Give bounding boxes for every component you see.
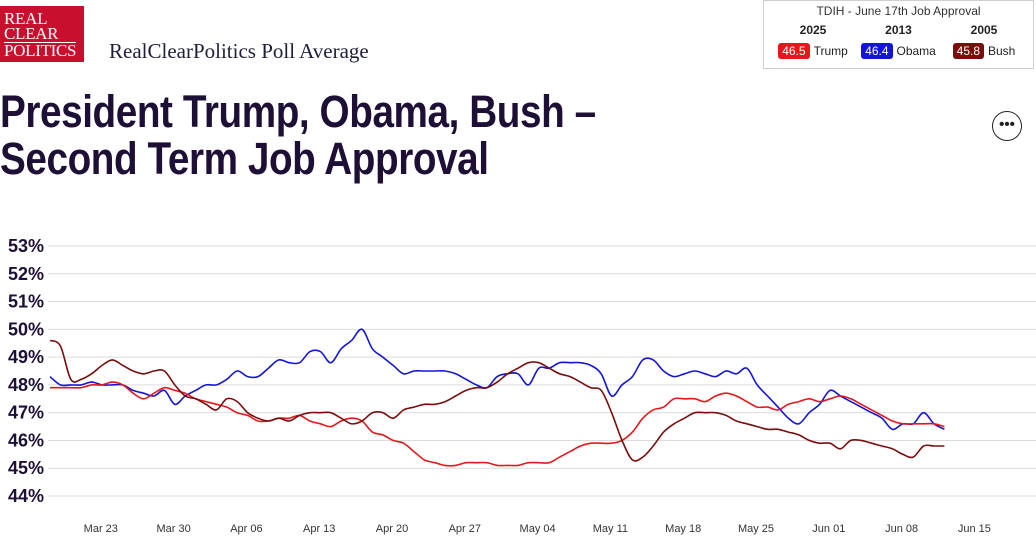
- y-tick-label: 46%: [8, 430, 44, 450]
- series-line-bush[interactable]: [49, 339, 945, 462]
- x-tick-label: Jun 15: [958, 523, 991, 535]
- x-tick-label: May 25: [738, 523, 774, 535]
- x-tick-label: May 18: [665, 523, 701, 535]
- tdih-entry: 46.5 Trump: [772, 43, 854, 59]
- tdih-title: TDIH - June 17th Job Approval: [816, 4, 981, 18]
- tdih-year: 2005: [970, 23, 998, 37]
- x-tick-label: Mar 23: [84, 523, 118, 535]
- tdih-value-badge: 46.5: [778, 43, 810, 59]
- x-tick-label: Apr 27: [449, 523, 481, 535]
- brand-title: RealClearPolitics Poll Average: [109, 39, 369, 63]
- x-tick-label: May 04: [520, 523, 556, 535]
- tdih-entry: 45.8 Bush: [943, 43, 1025, 59]
- x-tick-label: Apr 06: [230, 523, 262, 535]
- x-tick-label: Apr 13: [303, 523, 335, 535]
- logo-line-2: CLEAR: [4, 24, 59, 43]
- tdih-column-trump: 2025 46.5 Trump: [772, 23, 854, 59]
- chart-gridlines: [48, 245, 1036, 497]
- approval-line-chart: 53%52%51%50%49%48%47%46%45%44% Mar 23 Mar…: [8, 236, 1036, 535]
- y-tick-label: 52%: [8, 264, 44, 284]
- y-tick-label: 44%: [8, 486, 44, 506]
- tdih-columns: 2025 46.5 Trump 2013 46.4 Obama 2005 45.…: [764, 23, 1033, 59]
- chart-series: [49, 328, 945, 467]
- tdih-name: Obama: [896, 44, 936, 58]
- tdih-column-obama: 2013 46.4 Obama: [858, 23, 940, 59]
- y-tick-label: 47%: [8, 403, 44, 423]
- tdih-name: Trump: [813, 44, 848, 58]
- y-tick-label: 49%: [8, 347, 44, 367]
- tdih-year: 2013: [885, 23, 912, 37]
- y-tick-label: 51%: [8, 292, 44, 312]
- x-tick-label: May 11: [593, 523, 628, 535]
- tdih-value-badge: 46.4: [861, 43, 893, 59]
- tdih-entry: 46.4 Obama: [858, 43, 940, 59]
- x-tick-label: Jun 01: [812, 523, 845, 535]
- series-line-obama[interactable]: [49, 328, 945, 431]
- headline-line-2: Second Term Job Approval: [0, 133, 489, 184]
- tdih-name: Bush: [988, 44, 1016, 58]
- y-axis: 53% 52% 51% 50% 49% 48% 47% 46% 45% 44%: [8, 236, 44, 506]
- x-tick-label: Apr 20: [376, 523, 408, 535]
- tdih-box: TDIH - June 17th Job Approval 2025 46.5 …: [763, 0, 1034, 69]
- headline-line-1: President Trump, Obama, Bush –: [0, 86, 596, 137]
- x-tick-label: Mar 30: [156, 523, 190, 535]
- rcp-logo[interactable]: REAL CLEAR POLITICS: [0, 6, 84, 62]
- y-tick-label: 50%: [8, 319, 44, 339]
- tdih-value-badge: 45.8: [952, 43, 984, 59]
- y-tick-label: 45%: [8, 458, 44, 478]
- tdih-year: 2025: [799, 23, 827, 37]
- logo-line-1: REAL: [4, 9, 48, 28]
- y-tick-label: 48%: [8, 375, 44, 395]
- logo-line-3: POLITICS: [4, 41, 77, 60]
- x-axis: Mar 23 Mar 30 Apr 06 Apr 13 Apr 20 Apr 27 May …: [84, 523, 991, 535]
- x-tick-label: Jun 08: [885, 523, 918, 535]
- y-tick-label: 53%: [8, 236, 44, 256]
- tdih-column-bush: 2005 45.8 Bush: [943, 23, 1025, 59]
- page-headline: President Trump, Obama, Bush – Second Te…: [0, 88, 654, 182]
- more-options-button[interactable]: •••: [992, 111, 1022, 141]
